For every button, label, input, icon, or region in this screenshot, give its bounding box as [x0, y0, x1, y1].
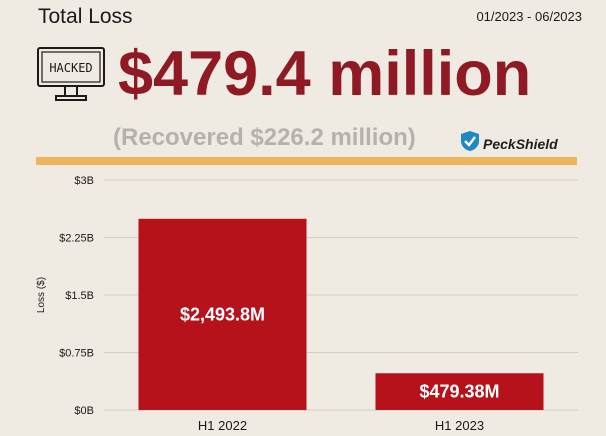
- chart-title: Total Loss: [38, 5, 133, 28]
- bar: [138, 218, 307, 410]
- y-tick-label: $3B: [74, 175, 94, 187]
- y-axis-label: Loss ($): [36, 277, 47, 313]
- x-tick-label: H1 2022: [198, 418, 247, 433]
- brand-name: PeckShield: [483, 135, 558, 152]
- bar: [375, 373, 544, 410]
- hacked-monitor-icon: HACKED: [36, 46, 106, 104]
- x-tick-label: H1 2023: [435, 418, 484, 433]
- y-tick-label: $2.25B: [59, 233, 94, 245]
- y-tick-label: $1.5B: [65, 290, 94, 302]
- bar-data-label: $479.38M: [419, 382, 499, 402]
- total-loss-value: $479.4 million: [118, 39, 532, 109]
- peckshield-logo: PeckShield: [460, 130, 558, 157]
- hacked-text: HACKED: [49, 61, 92, 75]
- period-label: 01/2023 - 06/2023: [476, 9, 582, 24]
- header-divider: [36, 157, 577, 165]
- shield-icon: [460, 130, 480, 157]
- y-tick-label: $0B: [74, 405, 94, 417]
- y-tick-label: $0.75B: [59, 348, 94, 360]
- recovered-value: (Recovered $226.2 million): [113, 124, 416, 151]
- loss-bar-chart: $0B $0.75B $1.5B $2.25B $3B Loss ($) $2,493.8M…: [36, 175, 578, 433]
- bar-data-label: $2,493.8M: [180, 304, 265, 324]
